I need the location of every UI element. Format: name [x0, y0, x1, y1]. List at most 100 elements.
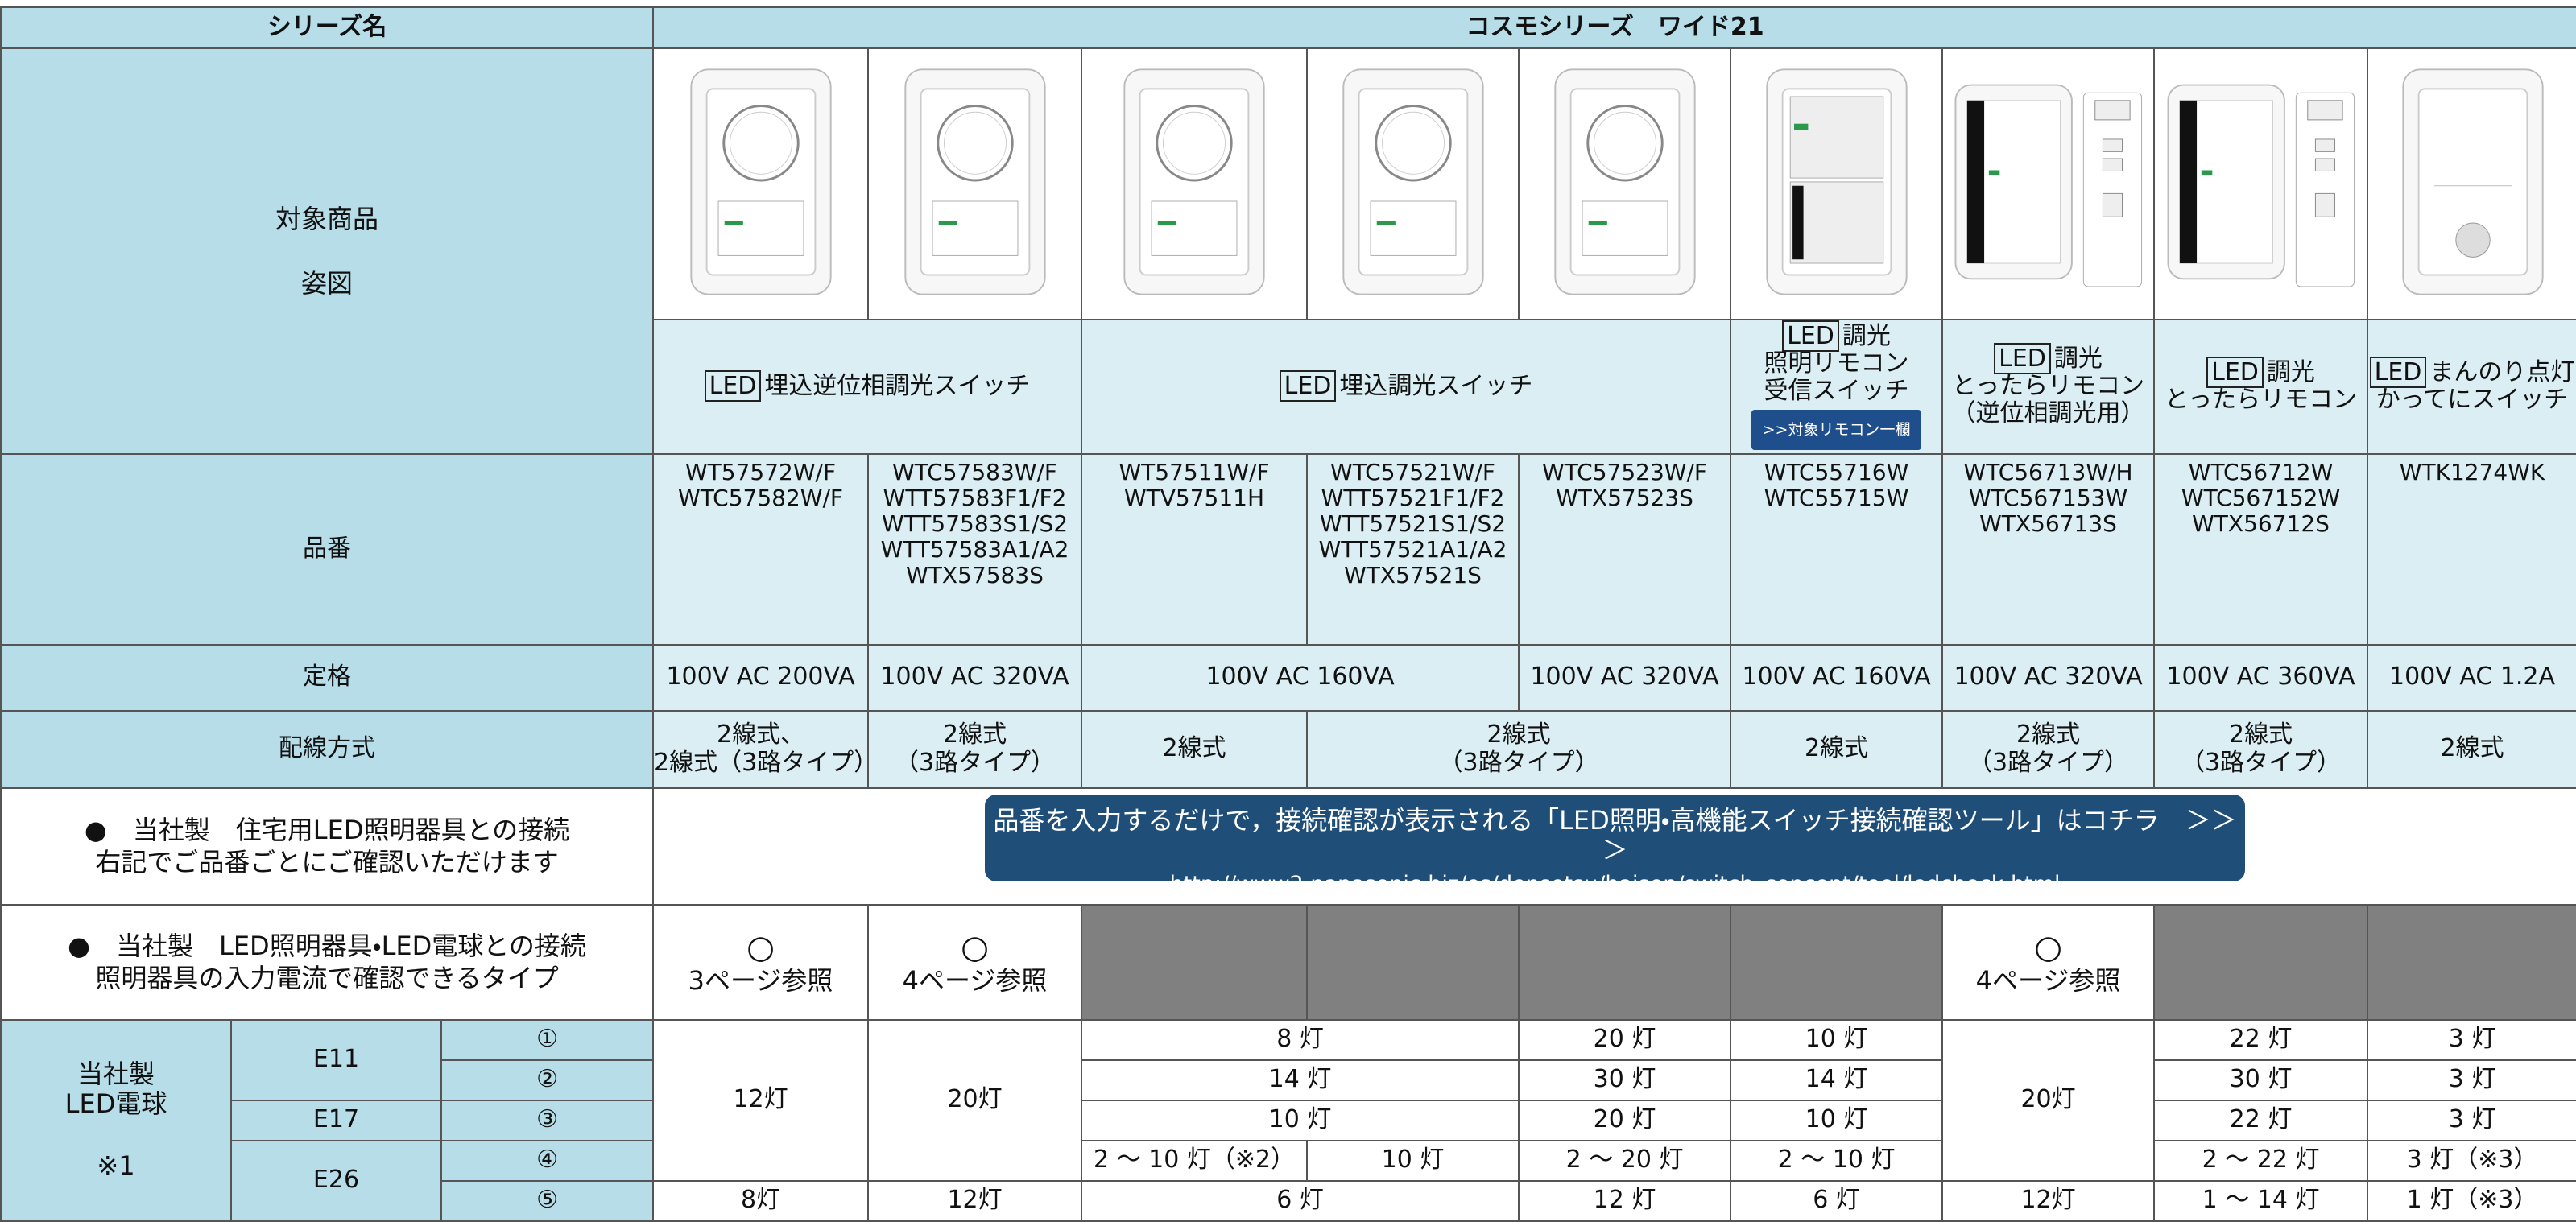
part-number: WTC567152W: [2181, 484, 2341, 511]
product-name-text: 埋込逆位相調光スイッチ: [764, 372, 1031, 400]
bulb-count: 30 灯: [2153, 1059, 2369, 1101]
switch-image: [1123, 68, 1265, 295]
part-number-row: 品番 WT57572W/F WTC57582W/F WTC57583W/F WTT575…: [0, 452, 2576, 646]
bulb-count: 8 灯: [1081, 1018, 1520, 1061]
part-number: WTC56712W: [2188, 458, 2334, 485]
switch-image: [1342, 68, 1484, 295]
wiring-line: 2線式: [2228, 720, 2293, 749]
product-name-line: （逆位相調光用）: [1944, 400, 2152, 427]
part-number-cell: WTC57523W/F WTX57523S: [1518, 452, 1732, 646]
wiring-line: 2線式、: [716, 720, 805, 749]
bulb-base: E11: [230, 1018, 442, 1101]
product-name-text: 調光: [2053, 345, 2103, 373]
product-name-text: 埋込調光スイッチ: [1339, 372, 1533, 400]
wiring-line: （3路タイプ）: [894, 748, 1056, 777]
bulb-count: 12灯: [1941, 1179, 2156, 1222]
tool-label-line: 右記でご品番ごとにご確認いただけます: [95, 847, 559, 877]
bulb-count: 2 ～ 22 灯: [2153, 1139, 2369, 1182]
unavailable-cell: [2153, 903, 2369, 1021]
part-number: WT57572W/F: [684, 458, 837, 485]
spec-table: シリーズ名 コスモシリーズ ワイド21 対象商品 姿図 LED 埋込逆位相調光スイッチ LE…: [0, 6, 2576, 1222]
product-name-text: 調光: [1842, 322, 1891, 350]
rating: 100V AC 1.2A: [2367, 643, 2576, 712]
image-label-line: 姿図: [301, 267, 354, 299]
product-name-line: LED 調光: [1732, 320, 1941, 352]
part-number: WTT57583S1/S2: [881, 510, 1069, 537]
product-name: LED 埋込調光スイッチ: [1081, 318, 1732, 455]
bulb-label-line: LED電球: [64, 1088, 167, 1120]
led-badge: LED: [1994, 343, 2051, 374]
spec-table-wrap: シリーズ名 コスモシリーズ ワイド21 対象商品 姿図 LED 埋込逆位相調光スイッチ LE…: [0, 6, 2576, 1222]
wiring-cell: 2線式 （3路タイプ）: [2153, 709, 2369, 789]
image-row: 対象商品 姿図: [0, 47, 2576, 455]
unavailable-cell: [1081, 903, 1309, 1021]
wiring-cell: 2線式、 2線式（3路タイプ）: [652, 709, 870, 789]
reference-cell: ○ 4ページ参照: [1941, 903, 2156, 1021]
bulb-count: 20灯: [1941, 1018, 2156, 1182]
switch-image: [1765, 68, 1908, 295]
tool-row: ● 当社製 住宅用LED照明器具との接続 右記でご品番ごとにご確認いただけます 品番…: [0, 786, 2576, 906]
product-image: [867, 47, 1083, 320]
product-name-text: とったらリモコン: [2164, 386, 2358, 414]
bulb-count: 14 灯: [1081, 1059, 1520, 1101]
product-name-line: LED 埋込調光スイッチ: [1083, 370, 1729, 402]
rating: 100V AC 160VA: [1730, 643, 1944, 712]
bulb-count: 10 灯: [1730, 1018, 1944, 1061]
led-badge: LED: [1782, 320, 1839, 352]
rating: 100V AC 320VA: [1518, 643, 1732, 712]
wiring-line: 2線式: [1486, 720, 1551, 749]
reference-cell: ○ 4ページ参照: [867, 903, 1083, 1021]
part-number: WTC57583W/F: [892, 458, 1058, 485]
wiring-cell: 2線式: [1081, 709, 1309, 789]
bulb-count: 10 灯: [1306, 1139, 1520, 1182]
switch-image: [689, 68, 832, 295]
bulb-row-no: ①: [440, 1018, 655, 1061]
bulb-base: E26: [230, 1139, 442, 1222]
led-badge: LED: [2369, 357, 2427, 388]
product-name: LED 調光 とったらリモコン （逆位相調光用）: [1941, 318, 2156, 455]
product-name-line: LED まんのり点灯: [2369, 357, 2575, 388]
reference-mark: ○: [746, 928, 775, 966]
part-number: WTK1274WK: [2399, 458, 2545, 485]
bulb-row-no: ⑤: [440, 1179, 655, 1222]
rating: 100V AC 360VA: [2153, 643, 2369, 712]
product-name-line: とったらリモコン: [1944, 373, 2152, 400]
product-image: [1306, 47, 1520, 320]
unavailable-cell: [1730, 903, 1944, 1021]
bulb-label: 当社製 LED電球 ※1: [0, 1018, 232, 1222]
product-name-line: 受信スイッチ: [1732, 378, 1941, 405]
unavailable-cell: [2367, 903, 2576, 1021]
input-current-label: ● 当社製 LED照明器具・LED電球との接続 照明器具の入力電流で確認できるタイ…: [0, 903, 655, 1021]
wiring-cell: 2線式: [1730, 709, 1944, 789]
tool-label: ● 当社製 住宅用LED照明器具との接続 右記でご品番ごとにご確認いただけます: [0, 786, 655, 906]
part-number: WTX57583S: [906, 561, 1044, 588]
wiring-line: 2線式: [1804, 734, 1869, 763]
wiring-line: （3路タイプ）: [2180, 748, 2342, 777]
bulb-count: 20 灯: [1518, 1099, 1732, 1141]
product-name-text: 照明リモコン: [1764, 349, 1909, 378]
part-number: WT57511W/F: [1118, 458, 1270, 485]
part-number-cell: WTC57583W/F WTT57583F1/F2 WTT57583S1/S2 WTT…: [867, 452, 1083, 646]
part-number-cell: WTC55716W WTC55715W: [1730, 452, 1944, 646]
part-number: WTV57511H: [1123, 484, 1265, 511]
tool-url: http://www2.panasonic.biz/es/densetsu/ha…: [1169, 871, 2061, 897]
rating: 100V AC 320VA: [867, 643, 1083, 712]
reference-cell: ○ 3ページ参照: [652, 903, 870, 1021]
product-name: LED 埋込逆位相調光スイッチ: [652, 318, 1083, 455]
switch-image: [1553, 68, 1696, 295]
wiring-line: 2線式: [942, 720, 1007, 749]
product-name-line: LED 埋込逆位相調光スイッチ: [655, 370, 1080, 402]
part-number: WTT57521S1/S2: [1319, 510, 1507, 537]
bulb-note: ※1: [97, 1150, 135, 1181]
bulb-count: 2 ～ 10 灯: [1730, 1139, 1944, 1182]
product-name: LED まんのり点灯 かってにスイッチ: [2367, 318, 2576, 455]
part-number-cell: WTC56712W WTC567152W WTX56712S: [2153, 452, 2369, 646]
remote-list-button[interactable]: >>対象リモコン一欄: [1751, 410, 1922, 450]
tool-button[interactable]: 品番を入力するだけで，接続確認が表示される「LED照明・高機能スイッチ接続確認ツ…: [985, 794, 2246, 897]
led-badge: LED: [704, 370, 762, 402]
bulb-count: 12 灯: [1518, 1179, 1732, 1222]
product-image: [1518, 47, 1732, 320]
bulb-count: 3 灯（※3）: [2367, 1139, 2576, 1182]
